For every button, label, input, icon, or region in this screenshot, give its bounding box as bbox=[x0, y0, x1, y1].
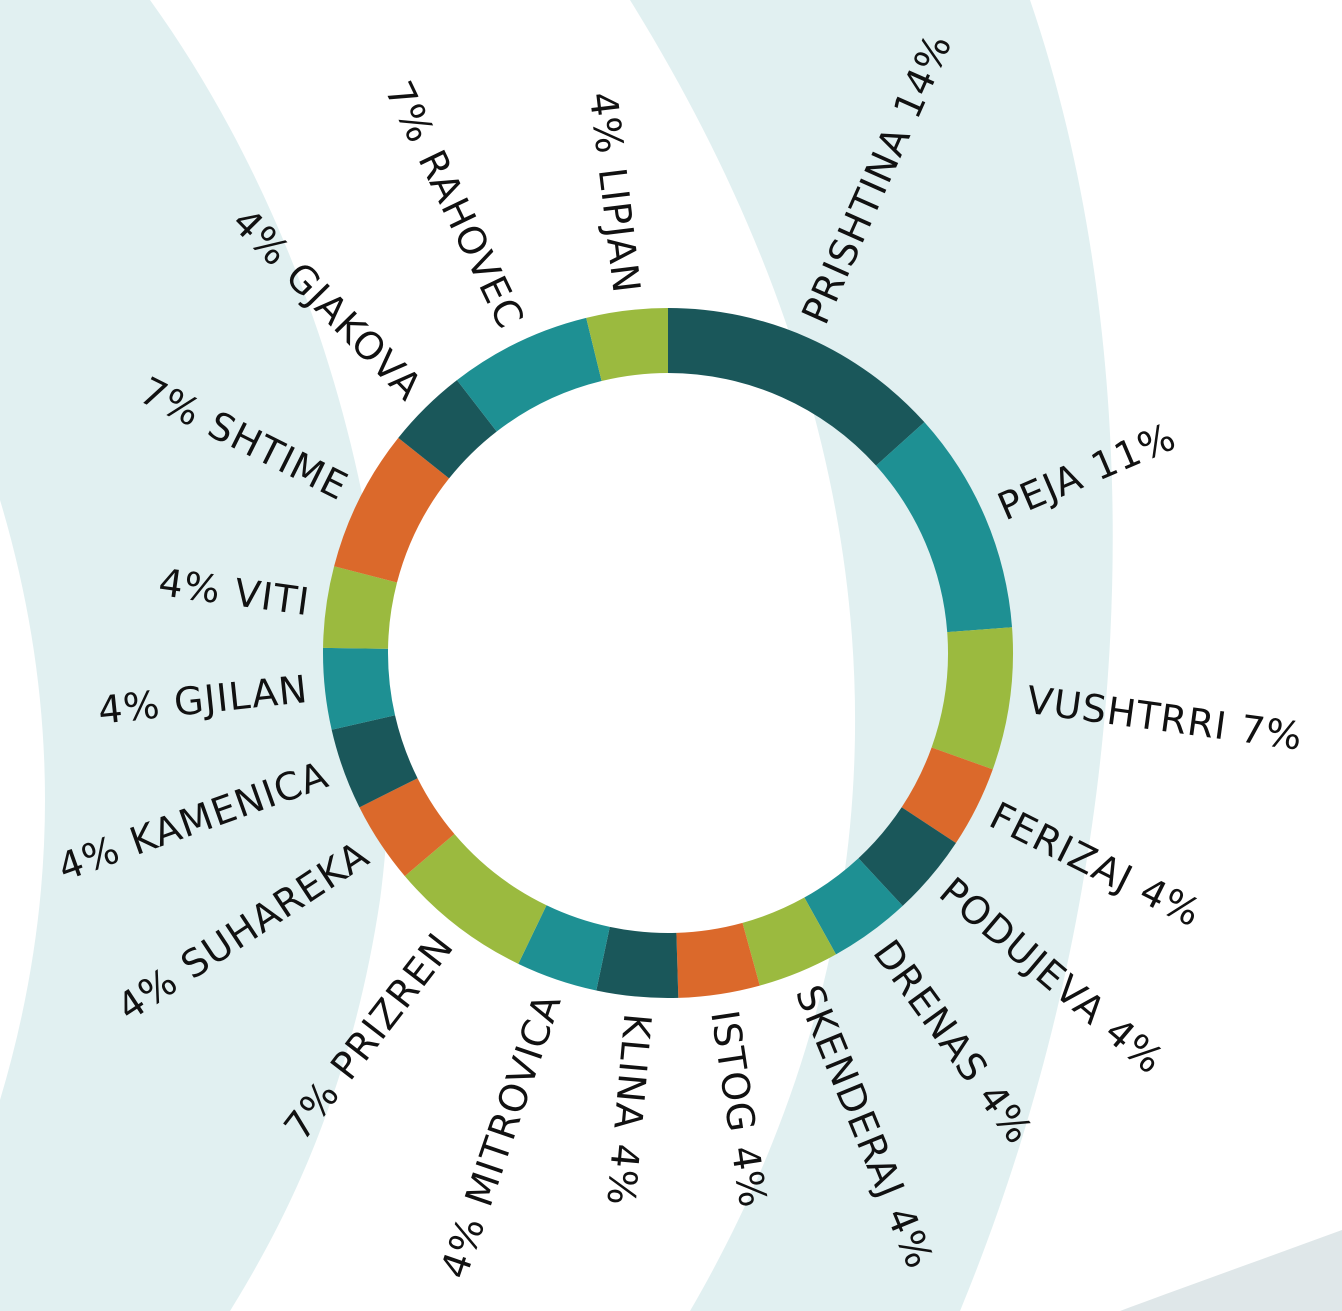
background-band bbox=[0, 0, 390, 1311]
category-name: VITI bbox=[232, 570, 313, 624]
donut-segment bbox=[668, 308, 925, 466]
segment-label: ISTOG 4% bbox=[703, 1007, 776, 1211]
donut-segment bbox=[359, 778, 455, 877]
value-label: 4% bbox=[581, 90, 632, 157]
donut-segment bbox=[596, 926, 679, 999]
category-name: ISTOG bbox=[703, 1007, 765, 1135]
value-label: 4% bbox=[599, 1142, 648, 1208]
donut-segment bbox=[742, 897, 837, 986]
donut-segment bbox=[398, 380, 497, 479]
donut-segment bbox=[518, 905, 610, 991]
value-label: 4% bbox=[156, 560, 224, 612]
value-label: 4% bbox=[432, 1211, 494, 1284]
donut-segment bbox=[404, 834, 547, 964]
category-name: RAHOVEC bbox=[410, 143, 533, 335]
value-label: 7% bbox=[1238, 706, 1306, 758]
donut-segment bbox=[586, 308, 668, 381]
category-name: KLINA bbox=[606, 1012, 660, 1132]
background-band bbox=[630, 0, 1113, 1311]
value-label: 4% bbox=[1133, 868, 1208, 935]
donut-segment bbox=[804, 858, 903, 955]
donut-segment bbox=[456, 317, 602, 432]
segment-label: 4% VITI bbox=[156, 560, 312, 624]
segment-label: KLINA 4% bbox=[599, 1012, 660, 1208]
donut-segment bbox=[323, 647, 396, 730]
donut-segment bbox=[931, 627, 1013, 770]
segment-label: 4% LIPJAN bbox=[581, 90, 649, 296]
donut-segment bbox=[901, 747, 993, 844]
segment-label: 4%MITROVICA bbox=[432, 988, 570, 1284]
donut-segment bbox=[858, 807, 956, 906]
value-label: 4% bbox=[96, 682, 163, 732]
donut-segment bbox=[331, 715, 418, 808]
donut-segment bbox=[876, 422, 1013, 633]
category-name: MITROVICA bbox=[456, 988, 569, 1212]
donut-segment bbox=[334, 437, 450, 583]
donut-segment bbox=[676, 922, 760, 998]
value-label: 4% bbox=[1097, 1008, 1173, 1082]
background-shape bbox=[1120, 1230, 1342, 1311]
value-label: 7% bbox=[377, 74, 444, 149]
donut-segment bbox=[323, 566, 398, 649]
segment-label: 7%RAHOVEC bbox=[377, 74, 533, 335]
value-label: 4% bbox=[723, 1143, 776, 1211]
category-name: LIPJAN bbox=[590, 165, 649, 296]
